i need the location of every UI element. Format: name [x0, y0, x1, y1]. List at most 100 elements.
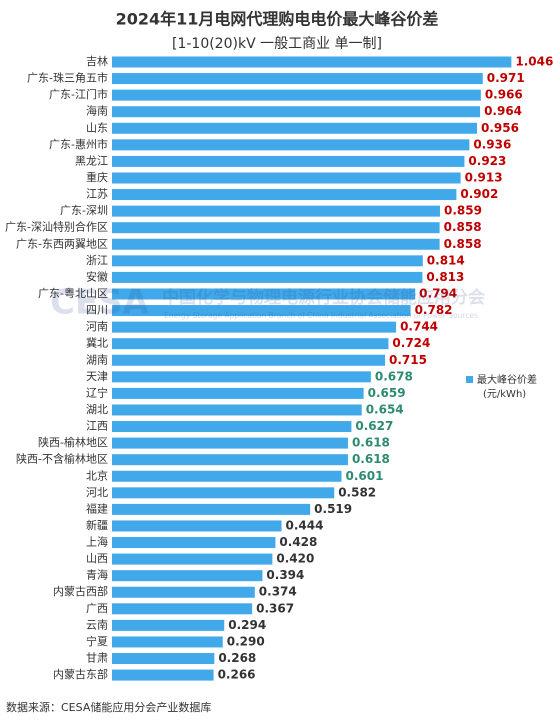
value-label: 0.923 [468, 154, 506, 168]
y-tick-label: 内蒙古东部 [53, 667, 108, 681]
value-label: 0.268 [218, 651, 256, 665]
value-label: 0.966 [485, 88, 523, 102]
legend-swatch [466, 376, 473, 383]
value-label: 0.794 [419, 286, 457, 300]
y-tick-label: 广东-珠三角五市 [27, 71, 108, 85]
bar [112, 404, 362, 416]
y-tick-label: 云南 [86, 618, 108, 631]
watermark: Energy Storage Application Branch of Chi… [164, 311, 478, 320]
value-label: 0.659 [368, 386, 406, 400]
value-label: 0.294 [228, 618, 266, 632]
value-label: 0.519 [314, 502, 352, 516]
bar [112, 305, 411, 317]
y-tick-label: 广东-深汕特别合作区 [5, 220, 108, 234]
value-label: 0.782 [415, 303, 453, 317]
value-label: 0.814 [427, 253, 465, 267]
bar [112, 371, 371, 383]
value-label: 0.744 [400, 320, 438, 334]
bar [112, 73, 483, 85]
bar [112, 537, 276, 549]
value-label: 0.420 [276, 552, 314, 566]
value-label: 0.971 [487, 71, 525, 85]
value-label: 0.724 [392, 336, 430, 350]
legend-label: 最大峰谷价差 [477, 373, 537, 386]
value-label: 0.601 [345, 469, 383, 483]
value-label: 0.618 [352, 452, 390, 466]
bar [112, 653, 215, 665]
source-note: 数据来源：CESA储能应用分会产业数据库 [6, 700, 211, 714]
bar [112, 603, 253, 615]
bar [112, 636, 223, 648]
bar [112, 586, 255, 598]
bar [112, 139, 470, 151]
y-tick-label: 江西 [86, 420, 108, 433]
chart-title: 2024年11月电网代理购电电价最大峰谷价差 [116, 10, 439, 29]
bar [112, 503, 311, 515]
watermark: 中国化学与物理电源行业协会储能应用分会 [162, 287, 485, 308]
bar [112, 520, 282, 532]
value-label: 0.813 [426, 270, 464, 284]
chart-subtitle: [1-10(20)kV 一般工商业 单一制] [172, 36, 382, 52]
bar [112, 122, 478, 134]
bar [112, 205, 440, 217]
bar [112, 238, 440, 250]
y-tick-label: 四川 [86, 304, 108, 317]
value-label: 0.444 [286, 518, 324, 532]
value-label: 0.678 [375, 369, 413, 383]
y-tick-label: 内蒙古西部 [53, 584, 108, 598]
y-tick-label: 天津 [86, 370, 108, 383]
value-label: 0.859 [444, 204, 482, 218]
y-tick-label: 湖南 [86, 353, 108, 366]
legend-unit: (元/kWh) [483, 389, 526, 400]
y-tick-label: 北京 [86, 468, 108, 482]
y-tick-label: 新疆 [86, 518, 108, 532]
value-label: 0.902 [460, 187, 498, 201]
y-tick-label: 辽宁 [86, 385, 108, 399]
bar [112, 437, 348, 449]
y-tick-label: 广东-惠州市 [49, 137, 108, 151]
y-tick-label: 青海 [86, 568, 108, 582]
y-tick-label: 湖北 [86, 403, 108, 416]
value-label: 0.936 [473, 137, 511, 151]
y-tick-label: 上海 [86, 535, 108, 549]
value-label: 0.367 [256, 601, 294, 615]
value-label: 0.715 [389, 353, 427, 367]
value-label: 0.858 [444, 220, 482, 234]
value-label: 0.858 [444, 237, 482, 251]
bar [112, 338, 389, 350]
y-tick-label: 福建 [86, 501, 108, 515]
y-tick-label: 陕西-榆林地区 [38, 435, 108, 449]
y-tick-label: 广东-江门市 [49, 87, 108, 101]
value-label: 0.582 [338, 485, 376, 499]
value-label: 0.374 [259, 585, 297, 599]
bar [112, 619, 225, 631]
y-tick-label: 山西 [86, 552, 108, 565]
value-label: 0.654 [366, 402, 404, 416]
value-label: 0.964 [484, 104, 522, 118]
bar [112, 271, 423, 283]
bar [112, 255, 423, 267]
y-tick-label: 广东-粤北山区 [38, 286, 108, 300]
bar [112, 487, 335, 499]
bar [112, 454, 348, 466]
y-tick-label: 河北 [86, 486, 108, 499]
y-tick-label: 江苏 [86, 188, 108, 201]
value-label: 0.266 [218, 668, 256, 682]
bar [112, 106, 481, 118]
y-tick-label: 海南 [86, 104, 108, 118]
bar [112, 222, 440, 234]
bar [112, 155, 465, 167]
value-label: 0.913 [465, 170, 503, 184]
y-tick-label: 吉林 [86, 54, 108, 68]
bar [112, 321, 397, 333]
bar [112, 56, 512, 68]
bar [112, 89, 481, 101]
bar [112, 421, 352, 433]
y-tick-label: 广东-深圳 [60, 204, 108, 217]
y-tick-label: 广东-东西两翼地区 [16, 237, 108, 250]
y-tick-label: 重庆 [86, 170, 108, 184]
bar [112, 189, 457, 201]
value-label: 0.428 [279, 535, 317, 549]
bar [112, 354, 385, 366]
